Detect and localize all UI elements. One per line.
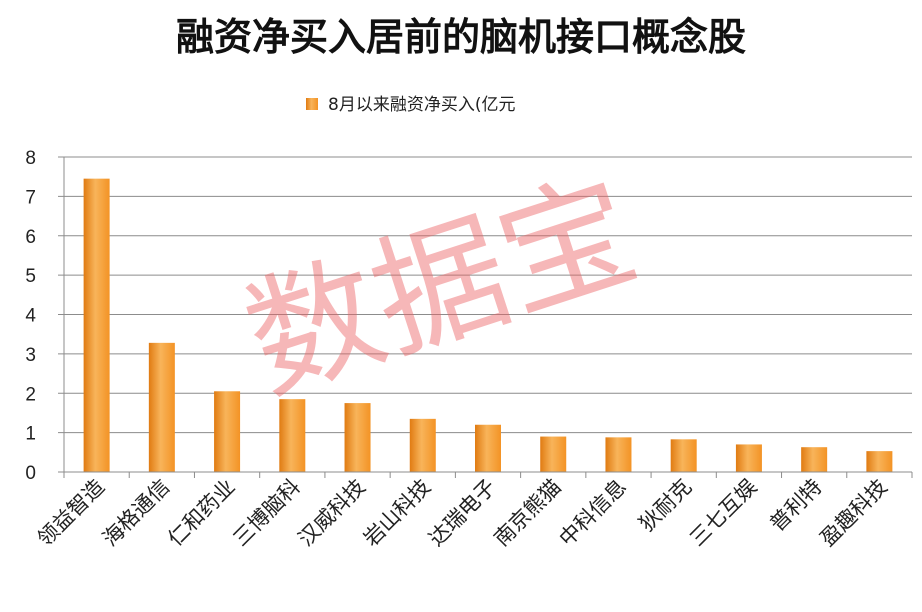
bar [540, 436, 567, 472]
y-tick-label: 6 [25, 227, 36, 248]
y-axis-ticks: 0 1 2 3 4 5 6 7 8 [25, 148, 64, 484]
x-tick-label: 达瑞电子 [424, 475, 500, 551]
x-tick-label: 三博脑科 [228, 475, 304, 551]
y-tick-label: 4 [25, 306, 36, 327]
x-tick-label: 狄耐克 [635, 475, 697, 537]
bar [279, 399, 306, 472]
x-tick-label: 岩山科技 [359, 475, 435, 551]
watermark: 数据宝 [229, 153, 653, 422]
x-tick-label: 海格通信 [98, 475, 174, 551]
bar [866, 451, 893, 472]
y-tick-label: 0 [25, 463, 36, 484]
y-tick-label: 8 [25, 148, 36, 169]
y-tick-label: 7 [25, 187, 36, 208]
chart-title: 融资净买入居前的脑机接口概念股 [176, 15, 746, 59]
x-tick-label: 中科信息 [555, 475, 631, 551]
bar [148, 342, 175, 472]
y-tick-label: 5 [25, 266, 36, 287]
x-tick-label: 领益智造 [33, 475, 109, 551]
legend-label: 8月以来融资净买入(亿元 [328, 95, 515, 115]
bar [344, 403, 371, 472]
legend: 8月以来融资净买入(亿元 [306, 95, 515, 115]
x-tick-label: 南京熊猫 [489, 475, 565, 551]
bar [735, 444, 762, 472]
x-tick-label: 仁和药业 [163, 475, 239, 551]
bar [409, 418, 436, 472]
legend-swatch [306, 98, 318, 110]
x-tick-label: 普利特 [765, 475, 827, 537]
gridlines [64, 156, 912, 434]
x-tick-label: 汉威科技 [294, 475, 370, 551]
x-tick-label: 盈趣科技 [816, 475, 892, 551]
bar [670, 439, 697, 472]
y-tick-label: 3 [25, 345, 36, 366]
bar [605, 437, 632, 472]
bar [214, 391, 241, 472]
bar [801, 447, 828, 472]
y-tick-label: 2 [25, 384, 36, 405]
y-tick-label: 1 [25, 424, 36, 445]
bars [83, 178, 893, 472]
bar [83, 178, 110, 472]
bar [475, 424, 501, 472]
x-tick-label: 三七互娱 [685, 475, 761, 551]
